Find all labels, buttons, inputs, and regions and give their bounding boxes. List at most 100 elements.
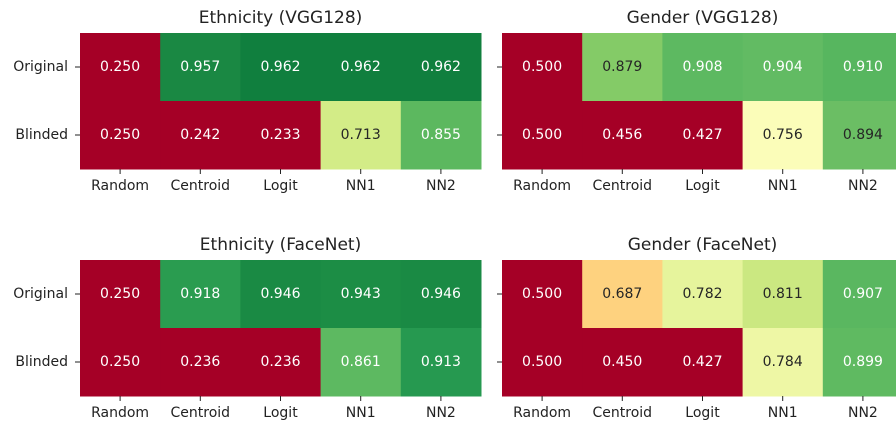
x-tick-label: Logit xyxy=(263,405,298,421)
heatmap-cell xyxy=(582,101,663,170)
heatmap-cell xyxy=(400,101,482,170)
cell-label: 0.907 xyxy=(843,286,883,302)
heatmap-cell xyxy=(582,260,663,329)
cell-label: 0.250 xyxy=(100,286,140,302)
heatmap-cell xyxy=(742,260,824,329)
heatmap-cell xyxy=(160,33,241,102)
heatmap-cell xyxy=(240,101,322,170)
heatmap-cell xyxy=(582,328,663,397)
cell-label: 0.894 xyxy=(843,127,883,143)
cell-label: 0.236 xyxy=(260,354,300,370)
y-tick-label: Blinded xyxy=(15,354,68,370)
y-tick-label: Original xyxy=(13,59,68,75)
heatmap-cell xyxy=(320,33,402,102)
cell-label: 0.500 xyxy=(522,59,562,75)
chart-title: Gender (FaceNet) xyxy=(628,235,778,255)
heatmap-cell xyxy=(502,101,583,170)
x-tick-label: NN1 xyxy=(346,405,376,421)
heatmap-cell xyxy=(822,260,896,329)
heatmap-cell xyxy=(822,328,896,397)
cell-label: 0.910 xyxy=(843,59,883,75)
chart-title: Ethnicity (VGG128) xyxy=(199,8,363,28)
heatmap-cell xyxy=(80,33,161,102)
x-tick-label: Random xyxy=(513,405,571,421)
cell-label: 0.500 xyxy=(522,354,562,370)
cell-label: 0.957 xyxy=(180,59,220,75)
y-tick-label: Blinded xyxy=(15,127,68,143)
cell-label: 0.855 xyxy=(421,127,461,143)
heatmap-cell xyxy=(400,328,482,397)
heatmap-cell xyxy=(400,33,482,102)
cell-label: 0.500 xyxy=(522,286,562,302)
x-tick-label: Centroid xyxy=(171,178,231,194)
cell-label: 0.427 xyxy=(682,354,722,370)
heatmap-cell xyxy=(320,328,402,397)
cell-label: 0.250 xyxy=(100,127,140,143)
heatmap-cell xyxy=(240,33,322,102)
heatmap-cell xyxy=(662,33,744,102)
cell-label: 0.233 xyxy=(260,127,300,143)
heatmap-cell xyxy=(742,101,824,170)
heatmap-cell xyxy=(80,260,161,329)
cell-label: 0.962 xyxy=(260,59,300,75)
cell-label: 0.236 xyxy=(180,354,220,370)
x-tick-label: Logit xyxy=(685,405,720,421)
cell-label: 0.943 xyxy=(341,286,381,302)
cell-label: 0.427 xyxy=(682,127,722,143)
cell-label: 0.811 xyxy=(763,286,803,302)
cell-label: 0.861 xyxy=(341,354,381,370)
heatmap-cell xyxy=(662,101,744,170)
cell-label: 0.908 xyxy=(682,59,722,75)
x-tick-label: NN2 xyxy=(426,178,456,194)
heatmap-cell xyxy=(502,33,583,102)
cell-label: 0.899 xyxy=(843,354,883,370)
x-tick-label: Random xyxy=(513,178,571,194)
cell-label: 0.250 xyxy=(100,354,140,370)
x-tick-label: Random xyxy=(91,405,149,421)
cell-label: 0.946 xyxy=(260,286,300,302)
heatmap-cell xyxy=(160,328,241,397)
x-tick-label: Logit xyxy=(263,178,298,194)
heatmap-cell xyxy=(80,101,161,170)
cell-label: 0.782 xyxy=(682,286,722,302)
heatmap-cell xyxy=(240,260,322,329)
x-tick-label: Random xyxy=(91,178,149,194)
heatmap-cell xyxy=(160,101,241,170)
cell-label: 0.450 xyxy=(602,354,642,370)
cell-label: 0.904 xyxy=(763,59,803,75)
heatmap-cell xyxy=(742,328,824,397)
x-tick-label: NN1 xyxy=(768,405,798,421)
heatmap-cell xyxy=(320,260,402,329)
cell-label: 0.242 xyxy=(180,127,220,143)
cell-label: 0.879 xyxy=(602,59,642,75)
x-tick-label: NN2 xyxy=(426,405,456,421)
y-tick-label: Original xyxy=(13,286,68,302)
heatmap-cell xyxy=(582,33,663,102)
cell-label: 0.713 xyxy=(341,127,381,143)
heatmap-cell xyxy=(662,328,744,397)
heatmap-cell xyxy=(160,260,241,329)
heatmap-cell xyxy=(822,101,896,170)
chart-title: Gender (VGG128) xyxy=(627,8,779,28)
x-tick-label: Centroid xyxy=(593,178,653,194)
x-tick-label: NN1 xyxy=(346,178,376,194)
cell-label: 0.962 xyxy=(341,59,381,75)
chart-title: Ethnicity (FaceNet) xyxy=(200,235,361,255)
x-tick-label: NN2 xyxy=(848,405,878,421)
heatmap-cell xyxy=(502,260,583,329)
cell-label: 0.946 xyxy=(421,286,461,302)
cell-label: 0.784 xyxy=(763,354,803,370)
heatmap-cell xyxy=(742,33,824,102)
cell-label: 0.456 xyxy=(602,127,642,143)
cell-label: 0.500 xyxy=(522,127,562,143)
heatmap-cell xyxy=(662,260,744,329)
cell-label: 0.962 xyxy=(421,59,461,75)
heatmap-cell xyxy=(80,328,161,397)
heatmap-cell xyxy=(822,33,896,102)
x-tick-label: NN2 xyxy=(848,178,878,194)
heatmap-cell xyxy=(320,101,402,170)
cell-label: 0.250 xyxy=(100,59,140,75)
cell-label: 0.687 xyxy=(602,286,642,302)
cell-label: 0.756 xyxy=(763,127,803,143)
